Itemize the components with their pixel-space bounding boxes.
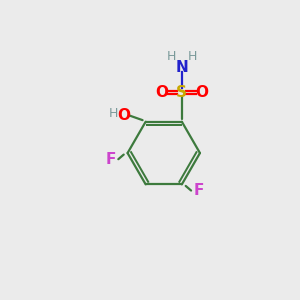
Text: S: S [176, 85, 188, 100]
Text: O: O [195, 85, 208, 100]
Text: O: O [118, 108, 130, 123]
Text: H: H [109, 107, 118, 121]
Text: H: H [167, 50, 176, 63]
Text: N: N [176, 59, 188, 74]
Text: H: H [188, 50, 197, 63]
Text: F: F [194, 183, 204, 198]
Text: F: F [105, 152, 116, 167]
Text: O: O [155, 85, 168, 100]
